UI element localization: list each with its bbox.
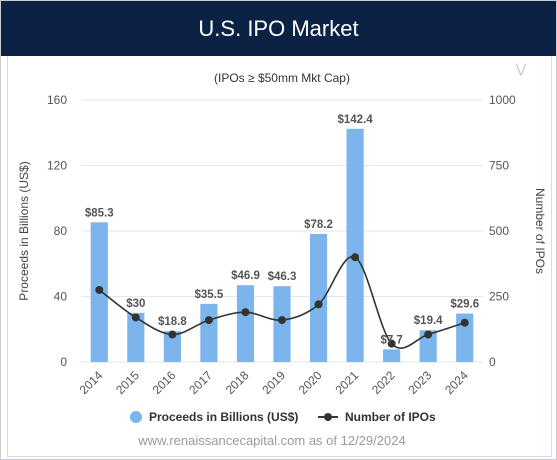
bar-2021 [346, 128, 364, 362]
y-right-tick-label: 500 [489, 224, 509, 238]
legend-marker-proceeds [130, 411, 142, 423]
x-tick-label: 2017 [186, 368, 215, 397]
y-right-tick-label: 250 [489, 290, 509, 304]
chart-menu-icon[interactable]: ⋁ [515, 61, 527, 76]
chart-subtitle: (IPOs ≥ $50mm Mkt Cap) [214, 71, 350, 85]
bar-data-label: $30 [126, 298, 145, 310]
x-tick-label: 2014 [77, 368, 106, 397]
chart-title: U.S. IPO Market [198, 15, 359, 41]
bar-data-label: $142.4 [337, 114, 373, 126]
ipo-count-point-2023 [424, 330, 433, 339]
ipo-count-point-2019 [278, 316, 286, 325]
ipo-count-point-2018 [241, 308, 250, 317]
x-tick-label: 2024 [442, 368, 471, 397]
bar-2020 [309, 233, 328, 362]
x-tick-label: 2019 [259, 368, 288, 397]
ipo-chart: (IPOs ≥ $50mm Mkt Cap) 0 40 80 120 160 0 250 500… [17, 71, 547, 448]
y-right-tick-label: 750 [489, 159, 509, 173]
bar-data-label: $29.6 [450, 299, 479, 311]
bar-2017 [200, 303, 218, 362]
x-tick-label: 2020 [296, 368, 325, 397]
bar-2024 [456, 313, 474, 362]
y-left-tick-label: 0 [60, 355, 67, 369]
x-tick-label: 2023 [406, 368, 435, 397]
chart-header: U.S. IPO Market [1, 1, 556, 56]
ipo-count-point-2014 [95, 285, 104, 294]
chart-panel: (IPOs ≥ $50mm Mkt Cap) 0 40 80 120 160 0 250 500… [7, 56, 552, 457]
ipo-count-point-2022 [387, 339, 396, 348]
legend-label-proceeds: Proceeds in Billions (US$) [149, 410, 298, 424]
bar-2023 [419, 330, 437, 362]
bar-data-label: $78.2 [304, 219, 333, 231]
chart-footer: www.renaissancecapital.com as of 12/29/2… [137, 433, 405, 448]
bar-2019 [273, 286, 291, 362]
bar-2022 [383, 349, 401, 362]
ipo-count-point-2017 [204, 316, 213, 325]
y-left-tick-label: 40 [54, 290, 68, 304]
ipo-count-point-2024 [460, 318, 469, 327]
ipo-count-point-2021 [351, 253, 360, 262]
bar-2018 [236, 285, 255, 362]
bar-data-label: $18.8 [158, 316, 187, 328]
ipo-count-point-2015 [131, 313, 140, 322]
y-right-tick-label: 0 [489, 355, 496, 369]
x-tick-label: 2018 [223, 368, 252, 397]
bar-data-label: $85.3 [85, 207, 114, 219]
bar-data-label: $19.4 [414, 315, 443, 327]
ipo-count-point-2020 [314, 300, 323, 309]
bar-2016 [163, 331, 181, 362]
x-tick-label: 2022 [369, 368, 398, 397]
bar-data-label: $46.3 [268, 271, 297, 283]
bar-data-label: $35.5 [195, 289, 224, 301]
y-left-tick-label: 160 [47, 93, 67, 107]
x-tick-label: 2015 [113, 368, 142, 397]
y-right-tick-label: 1000 [489, 93, 516, 107]
y-right-axis-title: Number of IPOs [533, 188, 547, 274]
y-left-tick-label: 120 [47, 159, 67, 173]
x-tick-label: 2021 [332, 368, 361, 397]
bar-data-label: $7.7 [380, 334, 402, 346]
legend-marker-ipos [324, 413, 332, 421]
bar-2015 [127, 312, 145, 362]
x-tick-label: 2016 [150, 368, 179, 397]
y-left-tick-label: 80 [54, 224, 68, 238]
bar-data-label: $46.9 [231, 270, 260, 282]
y-left-axis-title: Proceeds in Billions (US$) [17, 161, 31, 300]
legend-label-ipos: Number of IPOs [345, 410, 436, 424]
ipo-count-point-2016 [168, 330, 177, 339]
